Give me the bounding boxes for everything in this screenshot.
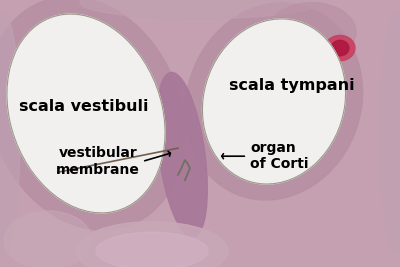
Ellipse shape — [0, 13, 20, 254]
Ellipse shape — [325, 35, 355, 61]
Ellipse shape — [80, 0, 320, 19]
Text: scala vestibuli: scala vestibuli — [19, 99, 149, 114]
Ellipse shape — [96, 232, 208, 267]
Ellipse shape — [380, 13, 400, 254]
Ellipse shape — [4, 211, 92, 267]
Ellipse shape — [202, 19, 346, 184]
Ellipse shape — [157, 72, 207, 237]
Ellipse shape — [268, 3, 356, 61]
Ellipse shape — [331, 40, 349, 56]
Text: scala tympani: scala tympani — [229, 78, 355, 93]
Ellipse shape — [0, 0, 184, 230]
Ellipse shape — [185, 3, 363, 200]
Ellipse shape — [76, 222, 228, 267]
Text: organ
of Corti: organ of Corti — [250, 141, 308, 171]
Ellipse shape — [7, 14, 165, 213]
Text: vestibular
membrane: vestibular membrane — [56, 146, 140, 177]
